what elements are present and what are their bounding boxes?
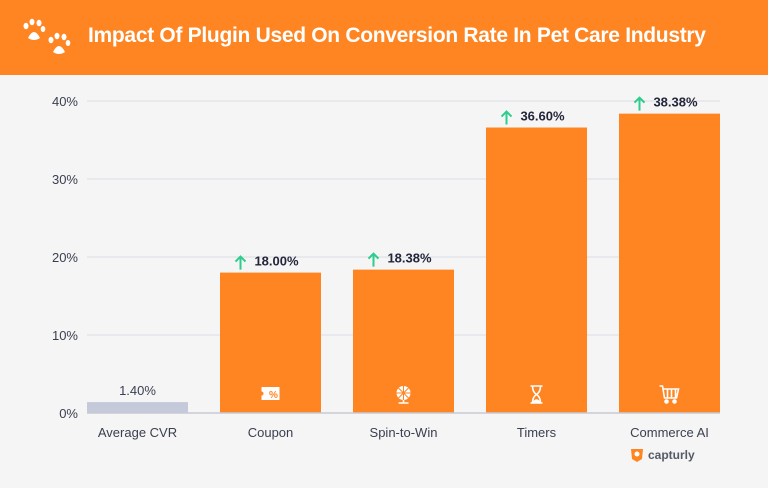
x-tick-label: Spin-to-Win <box>370 425 438 440</box>
x-tick-label: Coupon <box>248 425 294 440</box>
bar <box>486 127 587 414</box>
hourglass-icon <box>530 385 543 404</box>
capturly-logo: capturly <box>630 447 695 463</box>
y-tick-label: 10% <box>52 328 78 343</box>
coupon-icon: % <box>259 387 280 401</box>
y-tick-label: 40% <box>52 94 78 109</box>
x-tick-label: Commerce AI <box>630 425 709 440</box>
x-tick-label: Timers <box>517 425 557 440</box>
bar <box>619 113 720 414</box>
up-arrow-icon <box>633 96 646 111</box>
header-banner: Impact Of Plugin Used On Conversion Rate… <box>0 0 768 75</box>
shopping-cart-icon <box>659 385 680 404</box>
data-label: 18.00% <box>254 254 299 269</box>
prize-wheel-icon <box>396 386 411 404</box>
x-tick-label: Average CVR <box>98 425 177 440</box>
bar <box>87 402 188 413</box>
up-arrow-icon <box>367 252 380 267</box>
data-label: 18.38% <box>387 251 432 266</box>
data-label: 1.40% <box>119 383 156 398</box>
y-tick-label: 20% <box>52 250 78 265</box>
chart-title: Impact Of Plugin Used On Conversion Rate… <box>88 24 706 47</box>
y-tick-label: 0% <box>59 406 78 421</box>
data-label: 38.38% <box>653 95 698 110</box>
paw-prints-icon <box>23 18 71 54</box>
capturly-logo-icon <box>631 449 643 462</box>
svg-text:%: % <box>269 390 278 401</box>
data-label: 36.60% <box>520 109 565 124</box>
up-arrow-icon <box>500 110 513 125</box>
up-arrow-icon <box>234 255 247 270</box>
brand-name: capturly <box>648 448 695 462</box>
y-tick-label: 30% <box>52 172 78 187</box>
